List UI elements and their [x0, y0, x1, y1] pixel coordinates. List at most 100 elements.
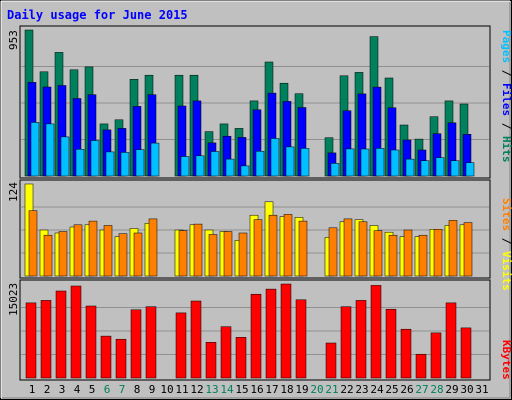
pages-bar — [195, 155, 205, 177]
legend-mid: Sites / Visits — [500, 198, 512, 291]
sites-bar — [253, 219, 263, 277]
sites-bar — [193, 223, 203, 277]
sites-bar — [448, 220, 458, 277]
day-label: 24 — [370, 383, 384, 396]
day-label: 23 — [355, 383, 368, 396]
kbytes-bar — [370, 285, 382, 379]
sites-bar — [358, 221, 368, 277]
day-label: 9 — [149, 383, 156, 396]
pages-bar — [420, 160, 430, 177]
sites-bar — [238, 232, 248, 277]
kbytes-bar — [100, 335, 112, 379]
kbytes-bar — [430, 332, 442, 379]
day-label: 7 — [119, 383, 126, 396]
day-label: 29 — [445, 383, 458, 396]
kbytes-bar — [40, 300, 52, 379]
pages-bar — [465, 162, 475, 177]
kbytes-bar — [130, 309, 142, 379]
day-label: 11 — [175, 383, 188, 396]
kbytes-bar — [385, 308, 397, 379]
kbytes-bar — [145, 306, 157, 379]
legend-visits: Visits — [500, 251, 512, 291]
kbytes-bar — [205, 342, 217, 379]
sites-bar — [103, 225, 113, 277]
sites-bar — [388, 234, 398, 277]
day-label: 25 — [385, 383, 398, 396]
pages-bar — [435, 157, 445, 177]
legend-bot: KBytes — [500, 340, 512, 380]
day-label: 30 — [460, 383, 473, 396]
pages-bar — [345, 148, 355, 177]
kbytes-bar — [115, 338, 127, 379]
pages-bar — [300, 148, 310, 177]
sites-bar — [283, 214, 293, 277]
pages-bar — [360, 148, 370, 177]
day-label: 19 — [295, 383, 308, 396]
pages-bar — [75, 149, 85, 177]
kbytes-bar — [445, 302, 457, 379]
legend-hits: Hits — [500, 136, 512, 163]
day-label: 5 — [89, 383, 96, 396]
pages-bar — [390, 149, 400, 177]
pages-bar — [90, 140, 100, 177]
day-label: 27 — [415, 383, 428, 396]
legend-top: Pages / Files / Hits — [500, 30, 512, 163]
day-label: 4 — [74, 383, 81, 396]
x-axis-labels: 1 2 3 4 5 6 7 8 9 10 11 12 13 14 15 16 17 18 19 20 21 22 23 24 2… — [29, 383, 489, 396]
pages-bar — [120, 152, 130, 177]
day-label: 10 — [160, 383, 173, 396]
pages-bar — [285, 146, 295, 177]
kbytes-bar — [280, 283, 292, 379]
chart-title: Daily usage for June 2015 — [7, 8, 188, 22]
day-label: 12 — [190, 383, 203, 396]
day-label: 31 — [475, 383, 488, 396]
legend-sep-2: / — [500, 116, 512, 136]
legend-sep-1: / — [500, 63, 512, 83]
day-label: 14 — [220, 383, 234, 396]
sites-bar — [463, 222, 473, 277]
kbytes-bar — [250, 293, 262, 379]
sites-bar — [118, 233, 128, 277]
day-label: 2 — [44, 383, 51, 396]
sites-bar — [328, 227, 338, 277]
kbytes-bar — [325, 342, 337, 379]
sites-bar — [58, 231, 68, 277]
kbytes-bar — [70, 285, 82, 379]
kbytes-bar — [340, 306, 352, 379]
kbytes-bar — [220, 326, 232, 379]
day-label: 1 — [29, 383, 36, 396]
legend-sites: Sites — [500, 198, 512, 231]
sites-bar — [268, 214, 278, 277]
day-label: 8 — [134, 383, 141, 396]
pages-bar — [270, 138, 280, 177]
kbytes-bar — [415, 353, 427, 379]
pages-bar — [150, 142, 160, 177]
kbytes-bar — [190, 300, 202, 379]
pages-bar — [180, 156, 190, 177]
sites-bar — [28, 210, 38, 277]
kbytes-bar — [355, 300, 367, 379]
sites-bar — [88, 220, 98, 277]
pages-bar — [135, 149, 145, 177]
day-label: 6 — [104, 383, 111, 396]
day-label: 13 — [205, 383, 218, 396]
top-ymax-label: 953 — [7, 30, 20, 50]
kbytes-bar — [85, 305, 97, 379]
day-label: 26 — [400, 383, 413, 396]
pages-bar — [255, 151, 265, 177]
sites-bar — [223, 231, 233, 277]
kbytes-bar — [460, 327, 472, 379]
kbytes-bar — [295, 299, 307, 379]
day-label: 3 — [59, 383, 66, 396]
pages-bar — [375, 148, 385, 177]
legend-sep-3: / — [500, 231, 512, 251]
kbytes-bar — [400, 328, 412, 379]
mid-ymax-label: 124 — [7, 182, 20, 202]
sites-bar — [208, 234, 218, 277]
kbytes-bar — [25, 302, 37, 379]
day-label: 15 — [235, 383, 248, 396]
kbytes-bar — [235, 337, 247, 379]
sites-bar — [178, 230, 188, 277]
pages-bar — [105, 151, 115, 177]
kbytes-bar — [265, 288, 277, 379]
